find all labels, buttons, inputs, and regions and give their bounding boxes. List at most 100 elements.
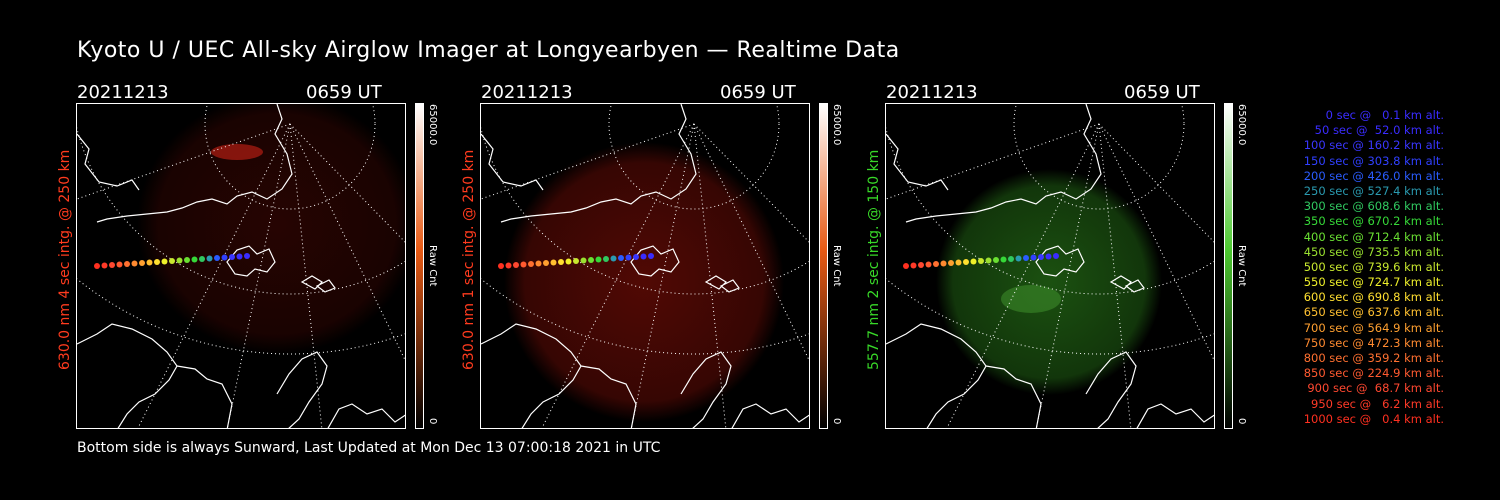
greenland-coast	[96, 104, 293, 223]
meridian-line	[1098, 123, 1132, 428]
svalbard-coast	[1035, 245, 1085, 277]
coastline	[481, 133, 544, 191]
trajectory-point	[1038, 254, 1044, 260]
trajectory-point	[94, 263, 100, 269]
legend-row: 400 sec @ 712.4 km alt.	[1303, 229, 1444, 244]
legend-row: 600 sec @ 690.8 km alt.	[1303, 290, 1444, 305]
trajectory-point	[573, 258, 579, 264]
trajectory-point	[955, 259, 962, 266]
meridian-line	[77, 123, 291, 200]
kola-coast	[176, 365, 233, 428]
trajectory-point	[588, 257, 594, 263]
trajectory-point	[131, 260, 138, 267]
franz-josef-land	[300, 275, 336, 293]
coastline	[77, 133, 140, 191]
meridian-line	[886, 123, 1100, 200]
svalbard-coast	[226, 245, 276, 277]
trajectory-point	[625, 254, 632, 261]
trajectory-point	[1008, 256, 1014, 262]
trajectory-point	[1000, 256, 1007, 263]
legend-row: 150 sec @ 303.8 km alt.	[1303, 153, 1444, 168]
trajectory-point	[146, 259, 153, 266]
airglow-region	[137, 104, 405, 354]
trajectory-point	[640, 253, 647, 260]
legend-row: 900 sec @ 68.7 km alt.	[1307, 381, 1444, 396]
trajectory-point	[109, 262, 115, 268]
colorbar-min-label: 0	[831, 418, 842, 425]
scandinavia-coast	[886, 323, 987, 428]
trajectory-point	[498, 263, 504, 269]
airglow-region	[936, 169, 1162, 395]
kola-coast	[580, 365, 637, 428]
trajectory-point	[124, 261, 130, 267]
franz-josef-land	[1109, 275, 1145, 293]
trajectory-point	[933, 261, 939, 267]
scandinavia-coast	[77, 323, 178, 428]
colorbar-max-label: 65000.0	[427, 104, 438, 146]
trajectory-point	[1053, 253, 1059, 259]
legend-row: 50 sec @ 52.0 km alt.	[1314, 123, 1444, 138]
legend-row: 500 sec @ 739.6 km alt.	[1303, 259, 1444, 274]
panel-side-label: 630.0 nm 4 sec intg. @ 250 km	[57, 149, 73, 370]
colorbar	[1224, 103, 1233, 429]
legend-row: 200 sec @ 426.0 km alt.	[1303, 168, 1444, 183]
trajectory-point	[940, 260, 947, 267]
legend-row: 650 sec @ 637.6 km alt.	[1303, 305, 1444, 320]
greenland-coast	[500, 104, 697, 223]
trajectory-point	[101, 262, 108, 269]
latitude-circle	[1013, 104, 1185, 210]
colorbar	[415, 103, 424, 429]
trajectory-point	[603, 256, 609, 262]
aurora-patch	[211, 144, 263, 160]
allsky-map	[76, 103, 406, 429]
trajectory-point	[505, 262, 512, 269]
trajectory-point	[176, 257, 183, 264]
meridian-line	[1098, 123, 1214, 362]
legend-row: 950 sec @ 6.2 km alt.	[1311, 396, 1444, 411]
trajectory-point	[970, 258, 977, 265]
trajectory-point	[139, 260, 145, 266]
trajectory-point	[1015, 255, 1022, 262]
legend-row: 100 sec @ 160.2 km alt.	[1303, 138, 1444, 153]
trajectory-point	[648, 253, 654, 259]
trajectory-point	[116, 261, 123, 268]
trajectory-point	[535, 260, 542, 267]
trajectory-point	[565, 258, 572, 265]
trajectory-point	[184, 257, 190, 263]
trajectory-point	[903, 263, 909, 269]
trajectory-point	[520, 261, 527, 268]
panel-date: 20211213	[481, 82, 573, 103]
trajectory-point	[244, 253, 250, 259]
trajectory-point	[985, 257, 992, 264]
legend-row: 1000 sec @ 0.4 km alt.	[1303, 411, 1444, 426]
meridian-line	[481, 123, 695, 200]
trajectory-point	[214, 255, 220, 261]
novaya-zemlya	[680, 351, 732, 428]
meridian-line	[289, 123, 405, 362]
meridian-line	[630, 123, 695, 428]
legend-row: 250 sec @ 527.4 km alt.	[1303, 183, 1444, 198]
meridian-line	[289, 123, 323, 428]
coastline	[886, 133, 949, 191]
legend-row: 450 sec @ 735.5 km alt.	[1303, 244, 1444, 259]
legend-row: 850 sec @ 224.9 km alt.	[1303, 366, 1444, 381]
trajectory-point	[206, 255, 213, 262]
siberia-coast	[1136, 403, 1214, 428]
trajectory-point	[993, 257, 999, 263]
trajectory-point	[154, 259, 160, 265]
panel-time: 0659 UT	[306, 82, 382, 103]
colorbar-unit-label: Raw Cnt	[427, 245, 438, 287]
scandinavia-coast	[481, 323, 582, 428]
allsky-map	[885, 103, 1215, 429]
novaya-zemlya	[1085, 351, 1137, 428]
svalbard-coast	[630, 245, 680, 277]
trajectory-point	[550, 259, 557, 266]
legend-row: 550 sec @ 724.7 km alt.	[1303, 275, 1444, 290]
allsky-map	[480, 103, 810, 429]
footer-note: Bottom side is always Sunward, Last Upda…	[77, 440, 661, 456]
meridian-line	[1035, 123, 1100, 428]
trajectory-point	[236, 253, 243, 260]
legend-row: 800 sec @ 359.2 km alt.	[1303, 351, 1444, 365]
latitude-circle	[204, 104, 376, 210]
trajectory-point	[925, 261, 932, 268]
